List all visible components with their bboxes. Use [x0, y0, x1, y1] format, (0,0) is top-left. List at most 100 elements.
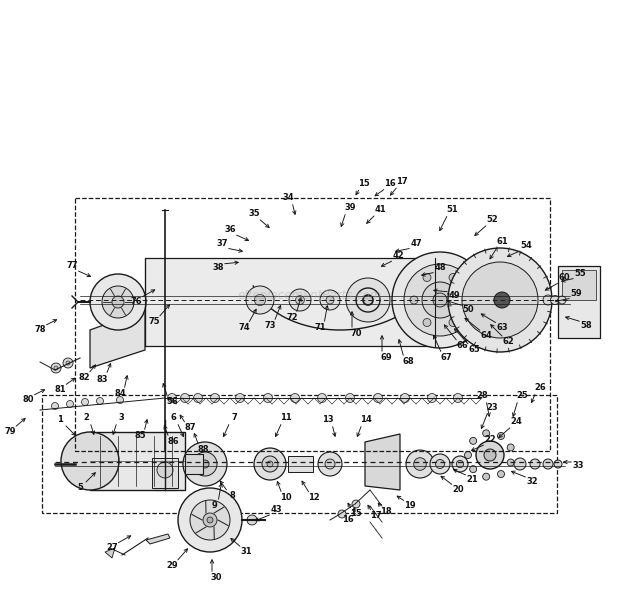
Polygon shape [146, 534, 170, 544]
Text: 17: 17 [370, 512, 382, 521]
Text: 41: 41 [374, 206, 386, 215]
Circle shape [90, 274, 146, 330]
Text: 66: 66 [456, 342, 468, 350]
Bar [75, 198, 550, 451]
Circle shape [449, 318, 457, 327]
Circle shape [404, 264, 476, 336]
Circle shape [320, 290, 340, 310]
Text: 39: 39 [344, 203, 356, 212]
Polygon shape [105, 548, 115, 558]
Circle shape [63, 358, 73, 368]
Text: 71: 71 [314, 324, 326, 333]
Text: 21: 21 [466, 476, 478, 484]
Text: 61: 61 [496, 238, 508, 247]
Circle shape [352, 500, 360, 508]
Text: 58: 58 [580, 321, 592, 330]
Bar [145, 258, 435, 346]
Circle shape [117, 397, 123, 403]
Circle shape [494, 294, 506, 306]
Circle shape [543, 295, 553, 305]
Text: 88: 88 [197, 445, 209, 454]
Circle shape [157, 462, 173, 478]
Circle shape [430, 454, 450, 474]
Text: 54: 54 [520, 241, 532, 250]
Text: 38: 38 [212, 263, 224, 273]
Text: 27: 27 [106, 544, 118, 553]
Circle shape [76, 457, 90, 471]
Text: 64: 64 [480, 331, 492, 340]
Circle shape [203, 513, 217, 527]
Text: 84: 84 [114, 390, 126, 398]
Text: 49: 49 [448, 292, 460, 301]
Circle shape [183, 442, 227, 486]
Circle shape [356, 288, 380, 312]
Text: 56: 56 [166, 397, 178, 406]
Text: 74: 74 [238, 324, 250, 333]
Text: 36: 36 [224, 225, 236, 234]
Circle shape [193, 394, 203, 403]
Text: 52: 52 [486, 215, 498, 225]
Text: 11: 11 [280, 413, 292, 422]
Text: 47: 47 [410, 240, 422, 248]
Text: 17: 17 [396, 177, 408, 187]
Circle shape [554, 460, 562, 468]
Text: 16: 16 [342, 515, 354, 524]
Circle shape [289, 289, 311, 311]
Circle shape [51, 403, 58, 410]
Text: 82: 82 [78, 374, 90, 382]
Text: 14: 14 [360, 416, 372, 425]
Circle shape [236, 394, 244, 403]
Circle shape [507, 444, 514, 451]
Text: 77: 77 [66, 262, 78, 270]
Text: 26: 26 [534, 384, 546, 393]
Circle shape [180, 394, 190, 403]
Circle shape [558, 296, 566, 304]
Circle shape [494, 292, 510, 308]
Circle shape [254, 294, 265, 305]
Text: 72: 72 [286, 314, 298, 323]
Text: 18: 18 [380, 508, 392, 517]
Circle shape [452, 456, 468, 472]
Circle shape [346, 278, 390, 322]
Text: 24: 24 [510, 417, 522, 426]
Text: 6: 6 [170, 413, 176, 422]
Circle shape [543, 459, 553, 469]
Text: 32: 32 [526, 477, 538, 486]
Text: 43: 43 [270, 505, 282, 515]
Text: 80: 80 [22, 396, 33, 404]
Text: 1: 1 [57, 416, 63, 425]
Text: 5: 5 [77, 483, 83, 493]
Text: 29: 29 [166, 562, 178, 570]
Circle shape [414, 458, 427, 470]
Circle shape [264, 394, 273, 403]
Text: 30: 30 [210, 573, 222, 582]
Text: 87: 87 [184, 423, 196, 432]
Circle shape [80, 461, 86, 467]
Circle shape [67, 459, 77, 469]
Circle shape [201, 460, 209, 468]
Circle shape [483, 430, 490, 437]
Text: 7: 7 [231, 413, 237, 422]
Circle shape [530, 459, 540, 469]
Circle shape [483, 473, 490, 480]
Circle shape [66, 400, 74, 407]
Text: 13: 13 [322, 416, 334, 425]
Circle shape [449, 273, 457, 282]
Circle shape [291, 394, 299, 403]
Circle shape [469, 438, 477, 444]
Circle shape [193, 452, 217, 476]
Circle shape [338, 510, 346, 518]
Text: 22: 22 [484, 435, 496, 445]
Circle shape [190, 500, 230, 540]
Text: 3: 3 [118, 413, 124, 422]
Text: 15: 15 [350, 509, 362, 518]
Text: 42: 42 [392, 251, 404, 260]
Text: 33: 33 [572, 461, 584, 470]
Circle shape [267, 461, 273, 467]
Circle shape [51, 363, 61, 373]
Circle shape [247, 515, 257, 525]
Text: 15: 15 [358, 180, 370, 189]
Circle shape [178, 488, 242, 552]
Circle shape [484, 449, 496, 461]
Circle shape [433, 293, 447, 307]
